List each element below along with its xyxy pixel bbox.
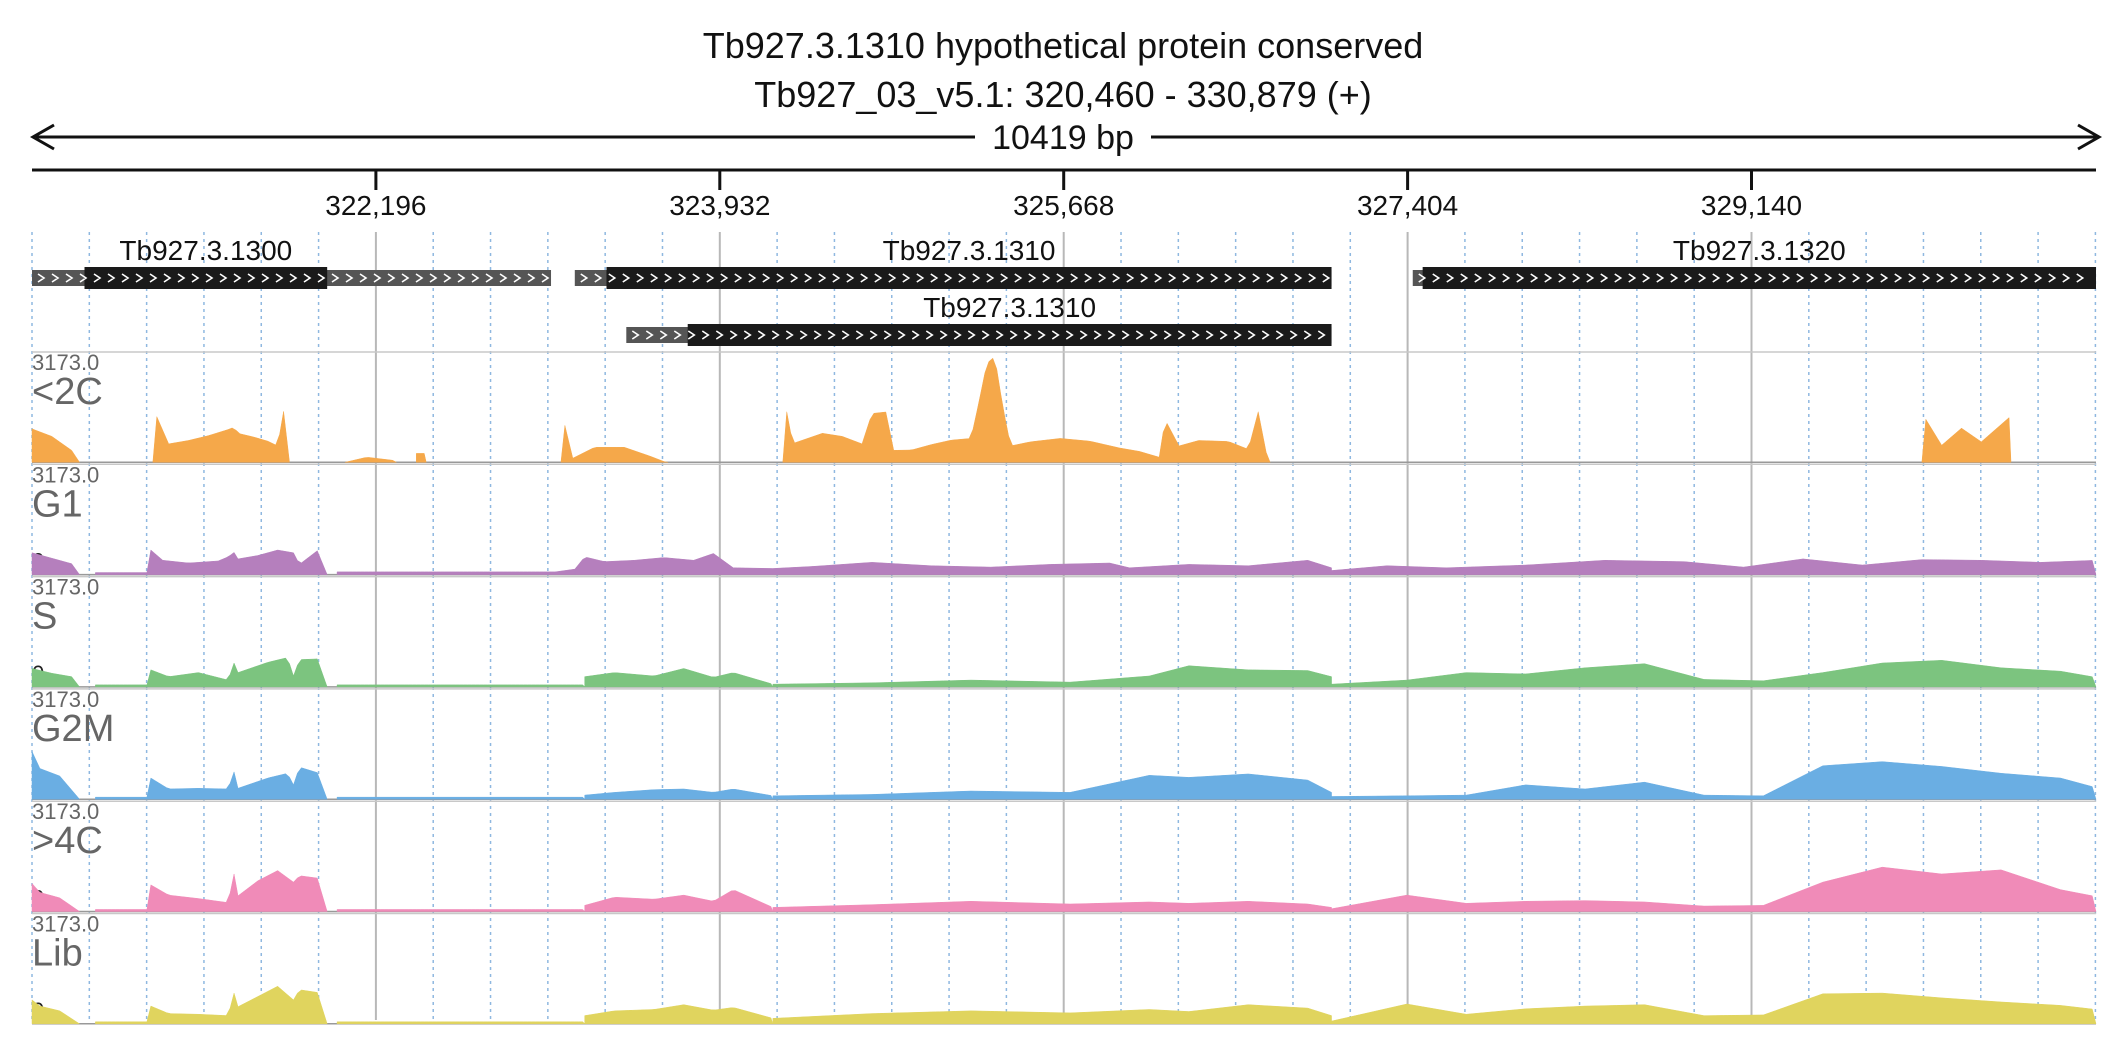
coverage-area: [31, 882, 81, 912]
coverage-area: [772, 1004, 1332, 1025]
coverage-area: [560, 425, 668, 463]
gene-cds: [687, 324, 1332, 346]
coverage-track: 3173.0G10: [31, 462, 2097, 576]
coverage-track: 3173.0S0: [31, 575, 2097, 688]
coverage-area: [152, 411, 290, 463]
axis-tick-label: 323,932: [669, 190, 770, 221]
coverage-area: [1331, 558, 2097, 575]
track-name-label: >4C: [32, 820, 103, 862]
coverage-track: 3173.0G2M0: [31, 687, 2097, 800]
coverage-area: [31, 999, 81, 1025]
figure-title: Tb927.3.1310 hypothetical protein conser…: [703, 25, 1424, 66]
track-max-label: 3173.0: [32, 799, 99, 824]
track-name-label: G1: [32, 483, 83, 525]
track-name-label: <2C: [32, 371, 103, 413]
coverage-area: [1331, 992, 2097, 1025]
coverage-area: [31, 668, 81, 688]
track-max-label: 3173.0: [32, 462, 99, 487]
position-axis: 322,196 323,932 325,668 327,404 329,140: [32, 168, 2096, 221]
coverage-area: [772, 665, 1332, 688]
span-arrow-right-icon: [2077, 123, 2103, 151]
coverage-area: [812, 560, 1332, 575]
axis-tick-label: 329,140: [1701, 190, 1802, 221]
gene-feature: Tb927.3.1320: [1412, 235, 2096, 289]
span-label: 10419 bp: [992, 119, 1134, 157]
coverage-area: [95, 657, 328, 688]
coverage-area: [416, 453, 427, 463]
coverage-track: 3173.0<2C0: [31, 350, 2096, 464]
coverage-area: [574, 553, 813, 575]
coverage-area: [336, 568, 576, 575]
gene-label: Tb927.3.1300: [119, 235, 292, 266]
coverage-area: [584, 668, 774, 688]
span-label-bg: [975, 118, 1151, 156]
axis-tick-label: 322,196: [325, 190, 426, 221]
coverage-area: [95, 549, 328, 575]
track-max-label: 3173.0: [32, 687, 99, 712]
gene-feature: Tb927.3.1310: [574, 235, 1332, 289]
coverage-area: [772, 901, 1332, 912]
coverage-area: [782, 357, 1271, 463]
guide-lines: [31, 232, 2097, 1020]
coverage-area: [336, 796, 586, 800]
gene-strand-chevrons-icon: [631, 330, 1326, 340]
span-ruler: 10419 bp: [29, 118, 2103, 157]
track-max-label: 3173.0: [32, 575, 99, 600]
coverage-area: [31, 428, 81, 463]
gene-label: Tb927.3.1310: [923, 292, 1096, 323]
track-max-label: 3173.0: [32, 350, 99, 375]
coverage-area: [95, 767, 328, 800]
gene-label: Tb927.3.1310: [883, 235, 1056, 266]
span-arrow-left-icon: [29, 123, 55, 151]
gene-strand-chevrons-icon: [1418, 273, 2085, 283]
gene-strand-chevrons-icon: [580, 273, 1331, 283]
track-name-label: G2M: [32, 708, 114, 750]
track-max-label: 3173.0: [32, 912, 99, 937]
figure-subtitle: Tb927_03_v5.1: 320,460 - 330,879 (+): [754, 74, 1371, 115]
axis-tick-label: 327,404: [1357, 190, 1458, 221]
gene-feature: Tb927.3.1310: [626, 292, 1332, 346]
coverage-area: [336, 684, 586, 688]
track-name-label: Lib: [32, 933, 83, 975]
coverage-area: [344, 457, 397, 463]
coverage-area: [772, 773, 1332, 800]
gene-cds: [84, 267, 328, 289]
gene-track: Tb927.3.1300 Tb927.3.1310 Tb927.3.1310 Tb92…: [32, 235, 2096, 346]
gene-strand-chevrons-icon: [37, 273, 550, 283]
coverage-track: 3173.0Lib0: [31, 912, 2097, 1025]
axis-tick-label: 325,668: [1013, 190, 1114, 221]
coverage-area: [95, 870, 328, 912]
coverage-area: [336, 909, 586, 912]
coverage-area: [1921, 417, 2012, 463]
track-name-label: S: [32, 596, 57, 638]
coverage-area: [584, 788, 774, 800]
gene-cds: [606, 267, 1332, 289]
gene-feature: Tb927.3.1300: [32, 235, 552, 289]
coverage-area: [31, 552, 81, 575]
coverage-area: [95, 985, 328, 1025]
gene-label: Tb927.3.1320: [1673, 235, 1846, 266]
coverage-tracks: 3173.0<2C03173.0G103173.0S03173.0G2M0317…: [31, 350, 2097, 1025]
coverage-area: [584, 890, 774, 912]
coverage-area: [1331, 660, 2097, 688]
coverage-area: [1331, 761, 2097, 800]
coverage-area: [31, 751, 81, 800]
coverage-track: 3173.0>4C0: [31, 799, 2097, 913]
coverage-area: [1331, 866, 2097, 912]
coverage-area: [336, 1021, 586, 1025]
coverage-area: [584, 1004, 774, 1025]
